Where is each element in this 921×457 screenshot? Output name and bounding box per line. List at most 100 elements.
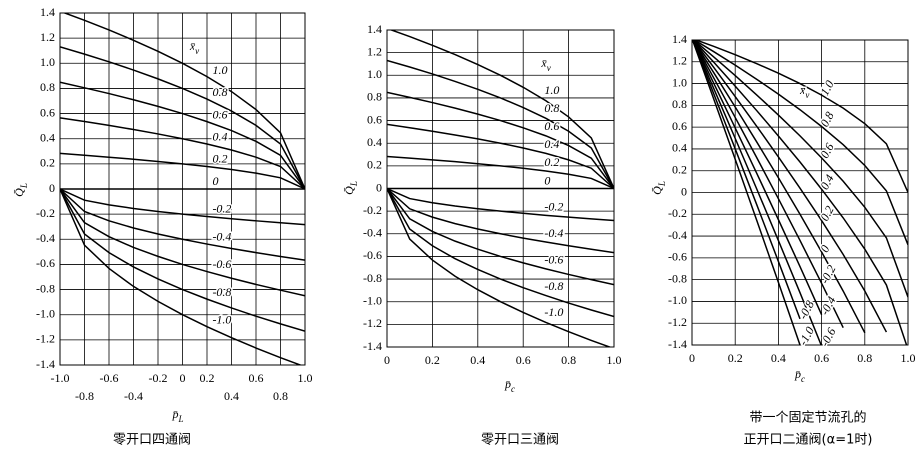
legend-title-main: x̄ (799, 83, 806, 97)
y-tick-label: -0.4 (363, 226, 382, 240)
y-tick-label: -0.4 (36, 231, 55, 245)
x-tick-label: 1.0 (901, 351, 916, 365)
curve-label: 0 (544, 173, 550, 187)
curve (387, 91, 614, 189)
curve (387, 187, 614, 222)
curve (60, 81, 305, 190)
y-tick-label: -1.4 (363, 339, 382, 353)
curve-label: 0.2 (212, 152, 227, 166)
y-tick-label: -0.6 (36, 256, 55, 270)
x-axis-label: p̄L (171, 407, 183, 424)
y-tick-label: 0.6 (40, 105, 55, 119)
y-tick-label: -1.4 (668, 337, 687, 351)
y-tick-label: -1.0 (668, 293, 687, 307)
y-tick-label: -0.4 (668, 228, 687, 242)
legend-title: x̄v (189, 39, 199, 56)
y-tick-label: 0 (49, 181, 55, 195)
curve (60, 117, 305, 190)
curve (60, 46, 305, 190)
x-tick-label: -0.8 (75, 389, 94, 403)
curve-label: -0.8 (212, 285, 231, 299)
x-tick-label: 0.4 (771, 351, 786, 365)
x-tick-label: 0 (689, 351, 695, 365)
caption: 零开口四通阀 (113, 433, 191, 448)
curve-label: -0.2 (212, 202, 231, 216)
y-tick-label: -0.2 (363, 203, 382, 217)
curve-label: -0.6 (212, 257, 231, 271)
y-tick-label: 1.4 (40, 5, 55, 19)
curve-label: -0.2 (544, 200, 563, 214)
y-tick-label: 1.2 (40, 30, 55, 44)
y-tick-label: 1.2 (367, 44, 382, 58)
y-axis-label: Q̄L (12, 183, 29, 197)
y-tick-label: 0.6 (367, 112, 382, 126)
x-tick-label: 0.8 (561, 353, 576, 367)
curve-label: 0.4 (544, 137, 559, 151)
curve (387, 187, 614, 254)
curve-label: -0.6 (544, 252, 563, 266)
y-tick-label: -0.6 (363, 248, 382, 262)
y-axis-label-sub: L (657, 181, 667, 187)
x-tick-label: 1.0 (607, 353, 622, 367)
curve (62, 13, 305, 190)
y-tick-label: -1.0 (36, 306, 55, 320)
curve (387, 123, 614, 190)
x-tick-label: -0.6 (100, 371, 119, 385)
y-tick-label: -1.4 (36, 357, 55, 371)
y-tick-label: 0.8 (40, 80, 55, 94)
y-tick-label: 1.2 (672, 54, 687, 68)
curve (692, 40, 823, 316)
y-tick-label: 0.8 (672, 97, 687, 111)
y-tick-label: 1.4 (672, 32, 687, 46)
curve-label: 1.0 (212, 63, 227, 77)
y-axis-label-main: Q̄ (342, 186, 356, 195)
curve-label: -0.4 (544, 226, 563, 240)
curve-label: 0 (817, 243, 832, 255)
curve-label: 1.0 (544, 83, 559, 97)
curve (60, 152, 305, 190)
caption: 带一个固定节流孔的 (749, 410, 866, 426)
y-tick-label: -1.2 (36, 332, 55, 346)
x-tick-label: 0.2 (425, 353, 440, 367)
x-tick-label: 1.0 (298, 371, 313, 385)
y-tick-label: 0.4 (672, 141, 687, 155)
curve (60, 188, 303, 365)
curve-label: 0.6 (544, 119, 559, 133)
y-tick-label: 0.2 (40, 156, 55, 170)
caption: 零开口三通阀 (481, 433, 559, 448)
y-tick-label: 0.4 (367, 135, 382, 149)
curve-label: 0.8 (212, 85, 227, 99)
curve (387, 155, 614, 190)
y-tick-label: 1.0 (40, 55, 55, 69)
x-tick-label: 0.2 (728, 351, 743, 365)
curve (692, 40, 844, 329)
x-tick-label: 0.8 (273, 389, 288, 403)
y-tick-label: -1.2 (668, 315, 687, 329)
x-tick-label: 0.6 (814, 351, 829, 365)
curve (387, 188, 614, 286)
y-tick-label: 0.4 (40, 130, 55, 144)
curve (389, 30, 614, 189)
curve (60, 188, 305, 226)
curve (387, 59, 614, 189)
legend-title-sub: v (547, 63, 551, 73)
curve-label: -1.0 (544, 305, 563, 319)
x-tick-label: 0.4 (224, 389, 239, 403)
x-axis-label-main: p̄ (794, 367, 801, 381)
curve (60, 188, 305, 332)
y-axis-label-sub: L (349, 181, 359, 187)
y-tick-label: -0.8 (36, 281, 55, 295)
x-tick-label: -1.0 (51, 371, 70, 385)
x-tick-label: -0.2 (149, 371, 168, 385)
x-axis-label-sub: c (801, 374, 805, 384)
y-axis-label: Q̄L (650, 181, 667, 195)
caption: 正开口二通阀(α=1时) (744, 433, 873, 448)
y-tick-label: -1.2 (363, 316, 382, 330)
curve-label: 0.6 (817, 141, 836, 161)
curve-label: 0.4 (817, 172, 836, 192)
y-axis-label-main: Q̄ (650, 186, 664, 195)
curve-label: 0.2 (544, 155, 559, 169)
y-tick-label: -0.2 (668, 206, 687, 220)
curve (692, 40, 822, 345)
